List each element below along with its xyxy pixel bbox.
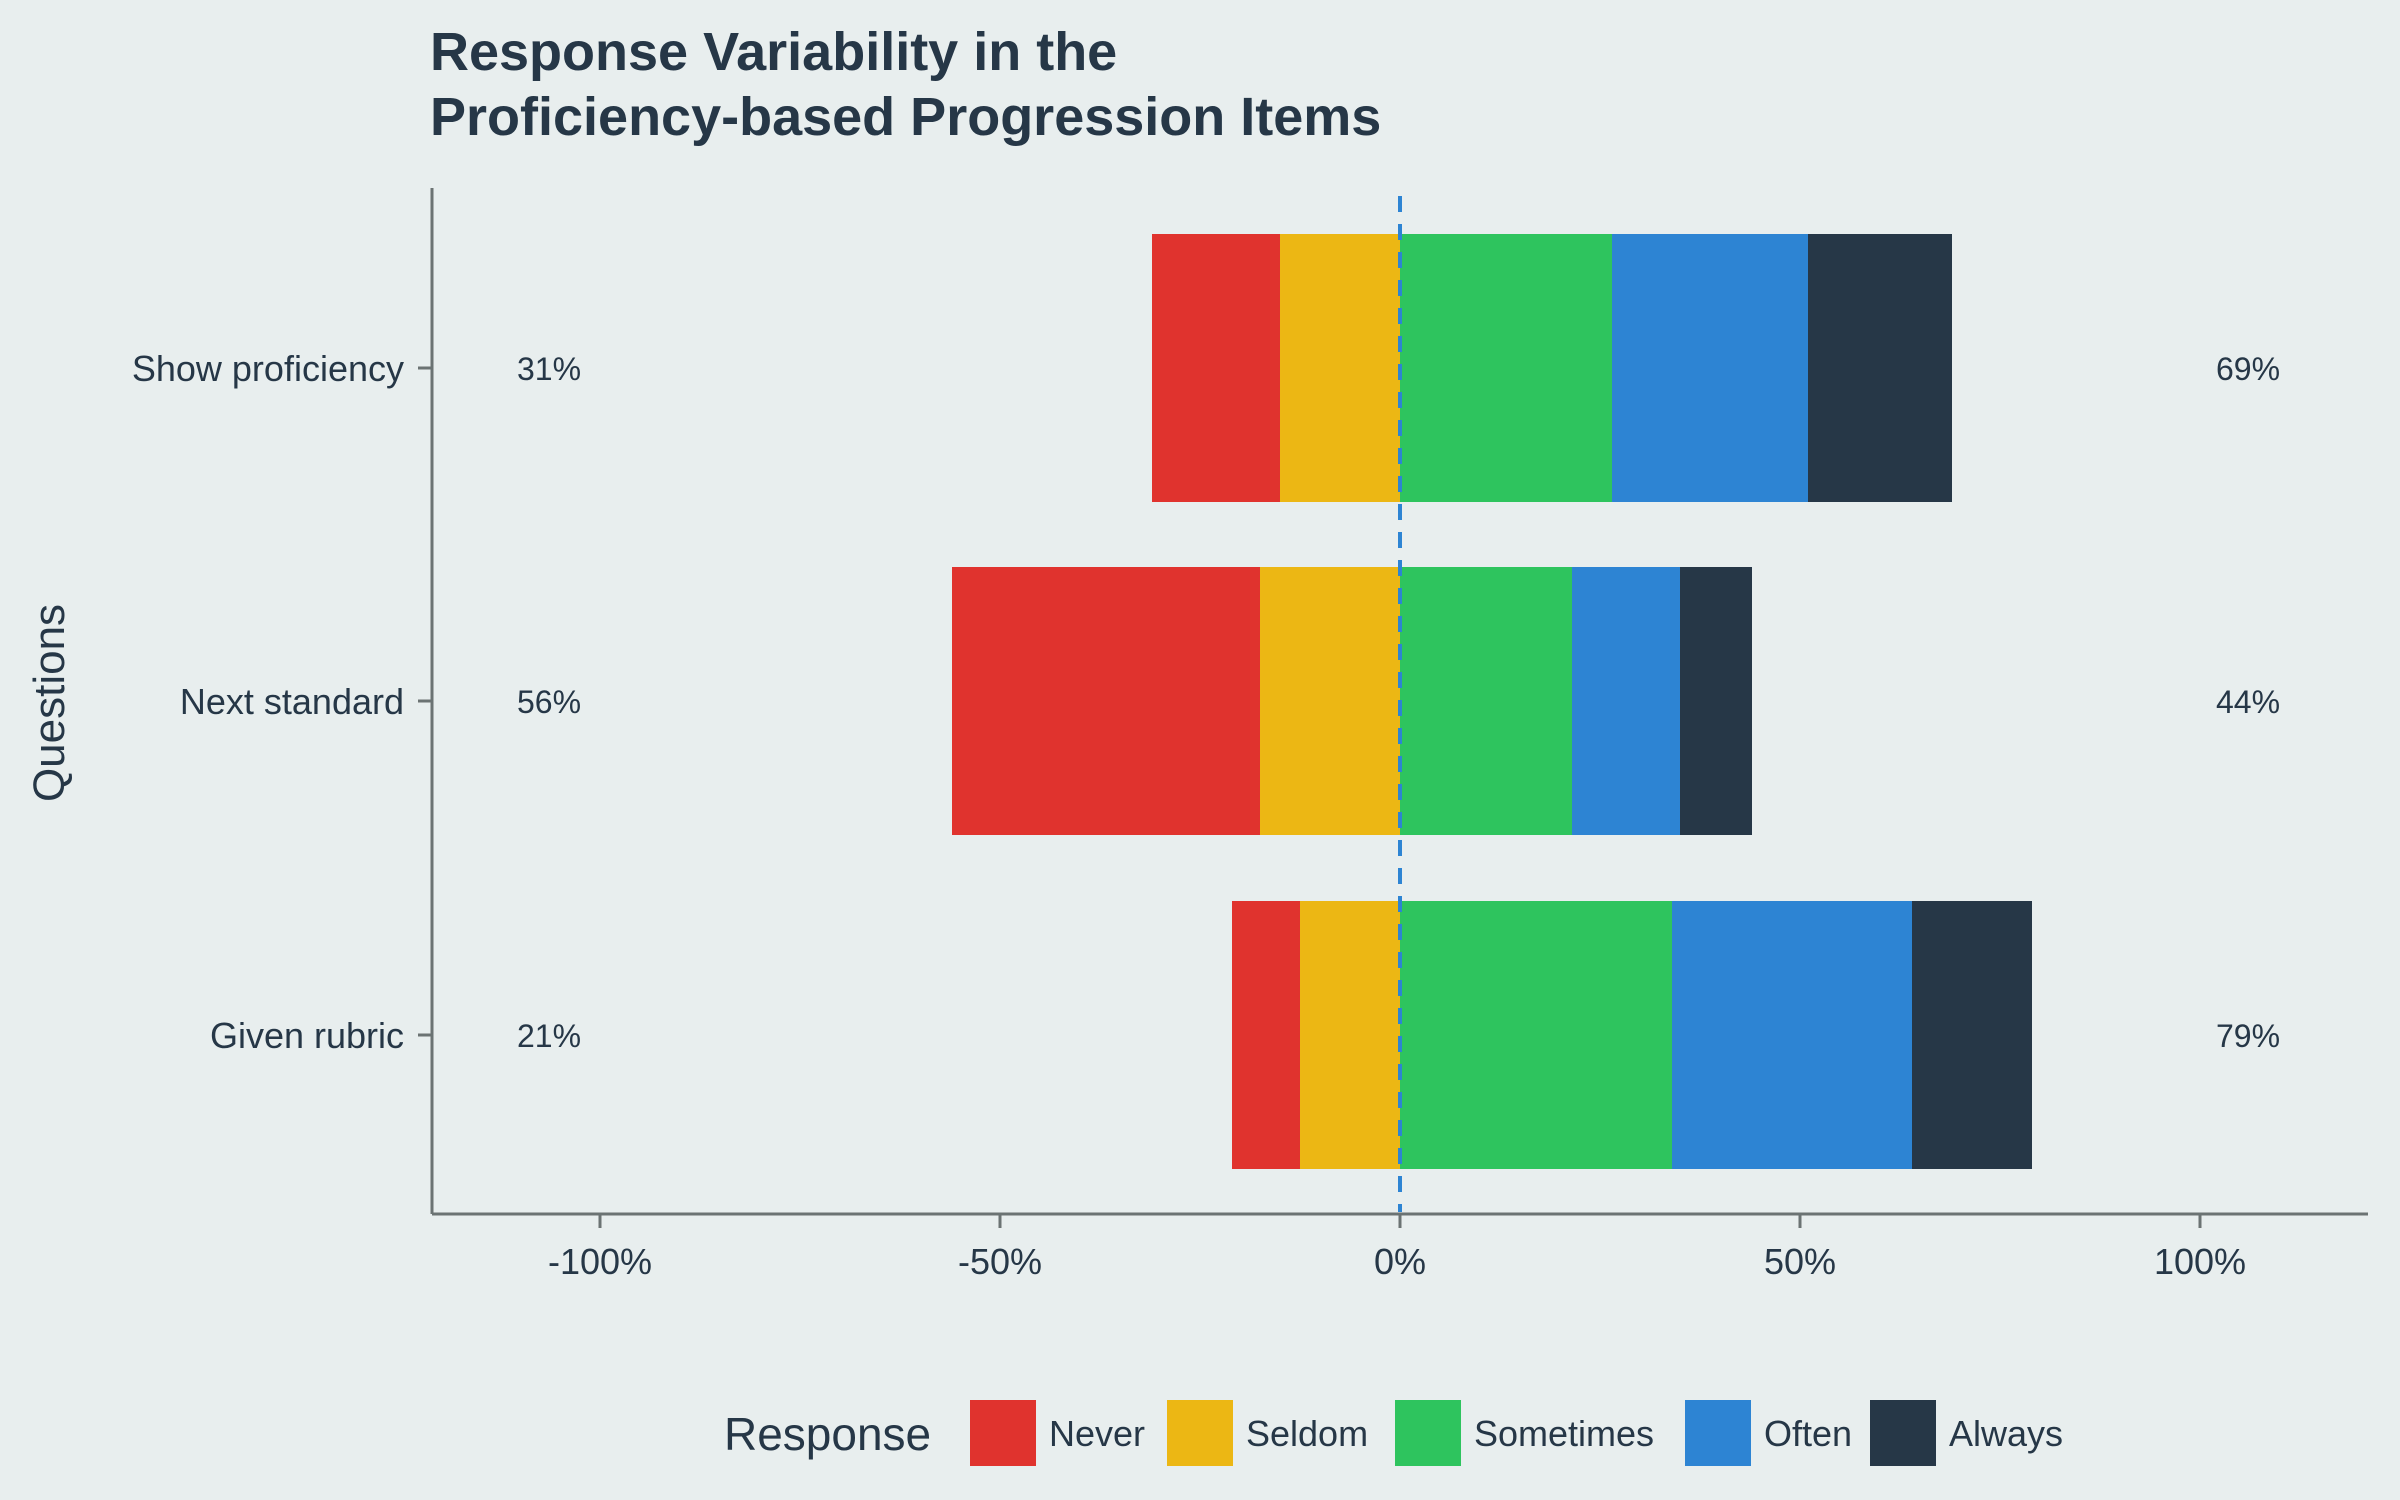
axes-layer: -100% -50% 0% 50% 100% Show proficiency Next s… (132, 188, 2368, 1282)
chart-title: Response Variability in the Proficiency-… (430, 22, 1381, 147)
bar-seldom-3 (1300, 901, 1400, 1169)
y-tick-label-2: Next standard (180, 681, 404, 722)
bar-sometimes-1 (1400, 234, 1612, 502)
bar-often-2 (1572, 567, 1680, 835)
bar-never-2 (952, 567, 1260, 835)
bars-layer (952, 234, 2032, 1169)
bar-always-2 (1680, 567, 1752, 835)
left-percent-label-2: 56% (517, 684, 581, 720)
legend-label-seldom: Seldom (1246, 1413, 1368, 1454)
left-percent-label-3: 21% (517, 1018, 581, 1054)
x-tick-label-4: 50% (1764, 1241, 1836, 1282)
right-percent-label-2: 44% (2216, 684, 2280, 720)
bar-always-1 (1808, 234, 1952, 502)
x-tick-label-1: -100% (548, 1241, 652, 1282)
right-percent-label-3: 79% (2216, 1018, 2280, 1054)
bar-often-3 (1672, 901, 1912, 1169)
chart-title-line-1: Response Variability in the (430, 22, 1117, 82)
legend-key-always (1870, 1400, 1936, 1466)
x-tick-label-3: 0% (1374, 1241, 1426, 1282)
legend-key-sometimes (1395, 1400, 1461, 1466)
bar-never-3 (1232, 901, 1300, 1169)
legend-title: Response (724, 1408, 931, 1460)
legend-key-never (970, 1400, 1036, 1466)
legend-label-always: Always (1949, 1413, 2063, 1454)
legend-label-sometimes: Sometimes (1474, 1413, 1654, 1454)
bar-always-3 (1912, 901, 2032, 1169)
legend: Response Never Seldom Sometimes Often Always (724, 1400, 2063, 1466)
legend-key-often (1685, 1400, 1751, 1466)
bar-seldom-1 (1280, 234, 1400, 502)
y-tick-label-3: Given rubric (210, 1015, 404, 1056)
x-tick-label-2: -50% (958, 1241, 1042, 1282)
bar-never-1 (1152, 234, 1280, 502)
labels-layer: 31% 69% 56% 44% 21% 79% (517, 351, 2280, 1054)
bar-seldom-2 (1260, 567, 1400, 835)
bar-often-1 (1612, 234, 1808, 502)
x-tick-label-5: 100% (2154, 1241, 2246, 1282)
chart-title-line-2: Proficiency-based Progression Items (430, 87, 1381, 147)
right-percent-label-1: 69% (2216, 351, 2280, 387)
legend-key-seldom (1167, 1400, 1233, 1466)
y-axis-title: Questions (25, 604, 74, 802)
legend-label-often: Often (1764, 1413, 1852, 1454)
bar-sometimes-2 (1400, 567, 1572, 835)
y-tick-label-1: Show proficiency (132, 348, 404, 389)
legend-label-never: Never (1049, 1413, 1145, 1454)
bar-sometimes-3 (1400, 901, 1672, 1169)
left-percent-label-1: 31% (517, 351, 581, 387)
